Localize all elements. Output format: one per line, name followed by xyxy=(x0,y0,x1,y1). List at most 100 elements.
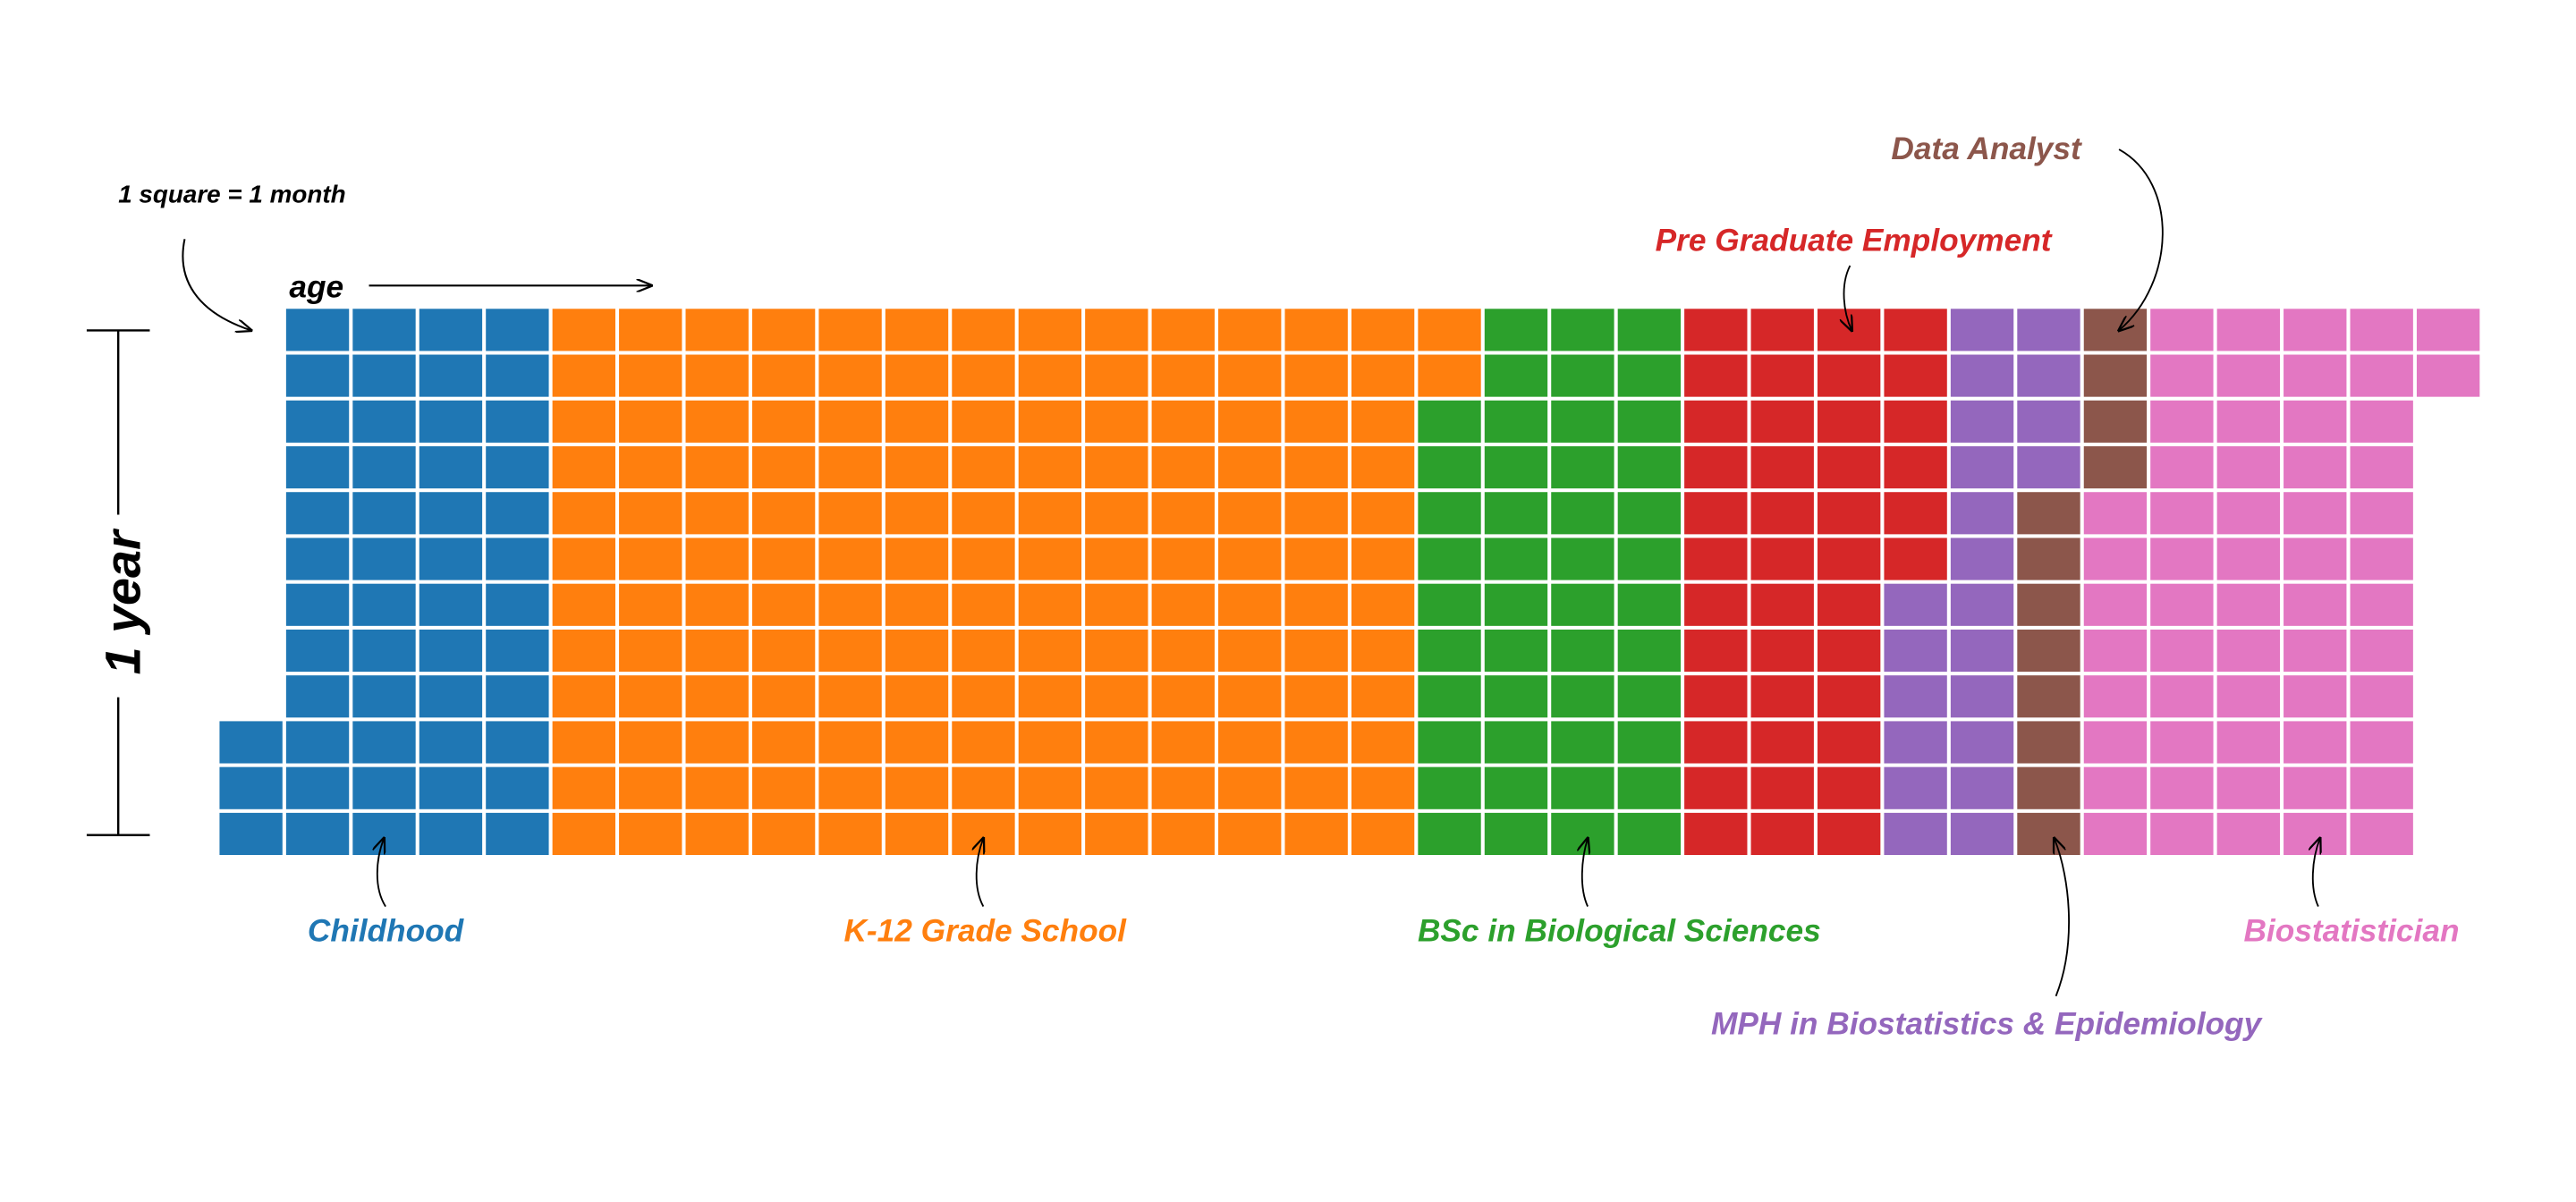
month-square-biostatistician xyxy=(2216,812,2280,856)
month-square-k-12-grade-school xyxy=(1018,309,1082,351)
month-square-k-12-grade-school xyxy=(1085,766,1148,809)
month-square-pre-graduate-employment xyxy=(1817,492,1881,535)
month-square-bsc-in-biological-sciences xyxy=(1551,583,1614,626)
month-square-biostatistician xyxy=(2284,766,2347,809)
month-square-pre-graduate-employment xyxy=(1817,354,1881,397)
month-square-childhood xyxy=(285,492,350,535)
month-square-k-12-grade-school xyxy=(619,812,682,856)
month-square-biostatistician xyxy=(2083,766,2148,809)
month-square-k-12-grade-school xyxy=(885,354,949,397)
month-square-data-analyst xyxy=(2017,721,2080,764)
month-square-biostatistician xyxy=(2150,492,2214,535)
month-square-pre-graduate-employment xyxy=(1884,538,1947,580)
month-square-bsc-in-biological-sciences xyxy=(1484,675,1548,718)
month-square-biostatistician xyxy=(2216,766,2280,809)
month-square-k-12-grade-school xyxy=(685,766,749,809)
month-square-childhood xyxy=(486,629,549,673)
month-square-k-12-grade-school xyxy=(885,492,949,535)
month-square-pre-graduate-employment xyxy=(1750,538,1814,580)
month-square-data-analyst xyxy=(2017,629,2080,673)
month-square-pre-graduate-employment xyxy=(1817,400,1881,443)
mph-label: MPH in Biostatistics & Epidemiology xyxy=(1711,1007,2264,1042)
month-square-k-12-grade-school xyxy=(885,538,949,580)
month-square-bsc-in-biological-sciences xyxy=(1617,766,1682,809)
month-square-biostatistician xyxy=(2083,629,2148,673)
month-square-k-12-grade-school xyxy=(1284,309,1348,351)
month-square-biostatistician xyxy=(2216,309,2280,351)
month-square-k-12-grade-school xyxy=(818,354,882,397)
month-square-biostatistician xyxy=(2083,492,2148,535)
k12-label: K-12 Grade School xyxy=(843,914,1127,949)
month-square-bsc-in-biological-sciences xyxy=(1484,354,1548,397)
month-square-k-12-grade-school xyxy=(552,400,615,443)
month-square-k-12-grade-school xyxy=(751,629,816,673)
month-square-k-12-grade-school xyxy=(1351,309,1415,351)
x-axis-label: age xyxy=(289,269,343,304)
month-square-k-12-grade-school xyxy=(1151,354,1215,397)
month-square-k-12-grade-school xyxy=(885,309,949,351)
month-square-bsc-in-biological-sciences xyxy=(1551,675,1614,718)
month-square-k-12-grade-school xyxy=(1351,675,1415,718)
month-square-childhood xyxy=(419,492,483,535)
month-square-biostatistician xyxy=(2284,400,2347,443)
month-square-pre-graduate-employment xyxy=(1884,445,1947,489)
month-square-k-12-grade-school xyxy=(1351,766,1415,809)
month-square-k-12-grade-school xyxy=(1284,492,1348,535)
month-square-childhood xyxy=(352,309,416,351)
month-square-mph-in-biostatistics-epidemiology xyxy=(1950,583,2014,626)
month-square-k-12-grade-school xyxy=(1151,675,1215,718)
month-square-mph-in-biostatistics-epidemiology xyxy=(1950,492,2014,535)
month-square-k-12-grade-school xyxy=(685,629,749,673)
month-square-k-12-grade-school xyxy=(818,445,882,489)
month-square-mph-in-biostatistics-epidemiology xyxy=(1884,812,1947,856)
month-square-biostatistician xyxy=(2350,766,2413,809)
month-square-bsc-in-biological-sciences xyxy=(1484,766,1548,809)
month-square-biostatistician xyxy=(2150,445,2214,489)
month-square-k-12-grade-school xyxy=(619,721,682,764)
month-square-bsc-in-biological-sciences xyxy=(1484,400,1548,443)
month-square-biostatistician xyxy=(2284,538,2347,580)
month-square-childhood xyxy=(352,583,416,626)
month-square-mph-in-biostatistics-epidemiology xyxy=(2017,400,2080,443)
month-square-k-12-grade-school xyxy=(619,445,682,489)
month-square-mph-in-biostatistics-epidemiology xyxy=(1950,766,2014,809)
month-square-bsc-in-biological-sciences xyxy=(1484,583,1548,626)
month-square-k-12-grade-school xyxy=(685,354,749,397)
month-square-k-12-grade-school xyxy=(1151,400,1215,443)
month-square-biostatistician xyxy=(2416,309,2480,351)
month-square-biostatistician xyxy=(2150,583,2214,626)
month-square-pre-graduate-employment xyxy=(1817,766,1881,809)
month-square-k-12-grade-school xyxy=(1218,538,1282,580)
month-square-k-12-grade-school xyxy=(1018,445,1082,489)
month-square-biostatistician xyxy=(2284,721,2347,764)
month-square-k-12-grade-school xyxy=(885,583,949,626)
month-square-k-12-grade-school xyxy=(751,309,816,351)
month-square-k-12-grade-school xyxy=(818,492,882,535)
month-square-bsc-in-biological-sciences xyxy=(1551,354,1614,397)
month-square-k-12-grade-school xyxy=(685,675,749,718)
month-square-k-12-grade-school xyxy=(952,721,1015,764)
month-square-k-12-grade-school xyxy=(751,812,816,856)
month-square-childhood xyxy=(419,583,483,626)
month-square-k-12-grade-school xyxy=(751,538,816,580)
month-square-biostatistician xyxy=(2350,721,2413,764)
month-square-k-12-grade-school xyxy=(1018,583,1082,626)
month-square-k-12-grade-school xyxy=(1018,766,1082,809)
month-square-biostatistician xyxy=(2150,538,2214,580)
month-square-bsc-in-biological-sciences xyxy=(1418,812,1481,856)
month-square-bsc-in-biological-sciences xyxy=(1551,812,1614,856)
month-square-pre-graduate-employment xyxy=(1750,309,1814,351)
month-square-pre-graduate-employment xyxy=(1684,445,1748,489)
pre-grad-employment-arrow xyxy=(1844,265,1852,330)
month-square-k-12-grade-school xyxy=(818,400,882,443)
month-square-childhood xyxy=(352,675,416,718)
month-square-k-12-grade-school xyxy=(1418,354,1481,397)
month-square-childhood xyxy=(285,583,350,626)
month-square-k-12-grade-school xyxy=(619,309,682,351)
bsc-label: BSc in Biological Sciences xyxy=(1418,914,1821,949)
month-square-bsc-in-biological-sciences xyxy=(1617,354,1682,397)
month-square-k-12-grade-school xyxy=(1351,400,1415,443)
month-square-biostatistician xyxy=(2216,583,2280,626)
month-square-k-12-grade-school xyxy=(1085,400,1148,443)
month-square-k-12-grade-school xyxy=(1218,766,1282,809)
